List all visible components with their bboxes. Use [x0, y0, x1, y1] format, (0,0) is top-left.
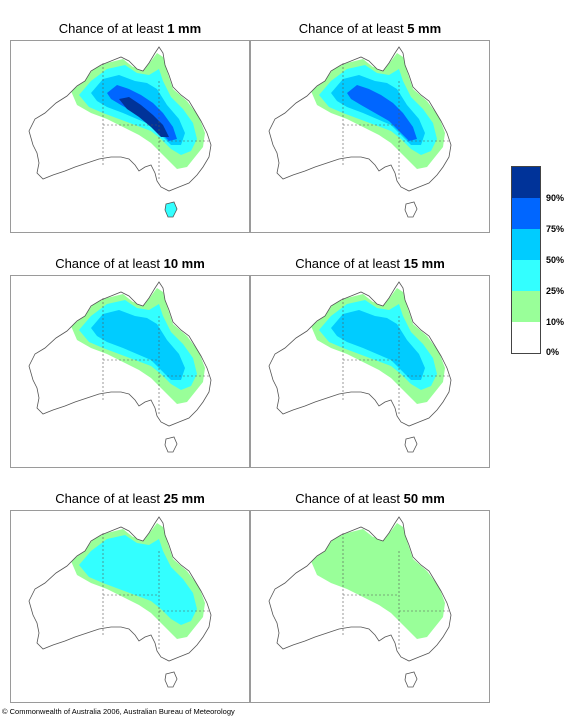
australia-map: [28, 46, 212, 218]
rainfall-map-25mm: [10, 510, 250, 703]
panel-title: Chance of at least 10 mm: [55, 256, 205, 271]
tasmania: [404, 436, 418, 453]
tasmania: [404, 671, 418, 688]
rain-zone: [347, 85, 417, 141]
copyright-notice: © Commonwealth of Australia 2006, Austra…: [2, 707, 235, 716]
tasmania: [164, 671, 178, 688]
rain-zone: [331, 310, 425, 380]
coastline: [268, 46, 452, 192]
legend-label: 90%: [546, 193, 565, 203]
panel-title: Chance of at least 50 mm: [295, 491, 445, 506]
rain-zones: [311, 53, 445, 169]
legend-swatch-0: [512, 322, 540, 353]
rainfall-map-1mm: [10, 40, 250, 233]
panel-title: Chance of at least 15 mm: [295, 256, 445, 271]
rain-zone: [311, 523, 445, 639]
tasmania: [164, 436, 178, 453]
legend-label: 75%: [546, 224, 565, 234]
panel-title: Chance of at least 25 mm: [55, 491, 205, 506]
rain-zones: [311, 288, 445, 404]
legend-swatch-25: [512, 260, 540, 291]
legend-label: 25%: [546, 286, 565, 296]
rain-zones: [71, 523, 205, 639]
panel-title: Chance of at least 1 mm: [58, 21, 202, 36]
coastline: [28, 281, 212, 427]
coastline: [28, 516, 212, 662]
rain-zones: [71, 288, 205, 404]
coastline: [28, 46, 212, 192]
coastline: [268, 516, 452, 662]
probability-legend: [511, 166, 541, 354]
rain-zones: [71, 53, 205, 169]
rain-zone: [119, 97, 169, 137]
rain-zones: [311, 523, 445, 639]
legend-swatch-90: [512, 167, 540, 198]
legend-swatch-50: [512, 229, 540, 260]
coastline: [268, 281, 452, 427]
rainfall-map-50mm: [250, 510, 490, 703]
legend-swatch-10: [512, 291, 540, 322]
rainfall-map-5mm: [250, 40, 490, 233]
australia-map: [28, 281, 212, 453]
legend-label: 10%: [546, 317, 565, 327]
rainfall-map-10mm: [10, 275, 250, 468]
australia-map: [268, 46, 452, 218]
legend-swatch-75: [512, 198, 540, 229]
rain-zone: [79, 535, 197, 625]
panel-title: Chance of at least 5 mm: [298, 21, 442, 36]
legend-label: 50%: [546, 255, 565, 265]
australia-map: [268, 281, 452, 453]
tasmania: [404, 201, 418, 218]
rainfall-map-15mm: [250, 275, 490, 468]
tasmania: [164, 201, 178, 218]
australia-map: [268, 516, 452, 688]
rain-zone: [91, 310, 185, 380]
australia-map: [28, 516, 212, 688]
legend-label: 0%: [546, 347, 560, 357]
